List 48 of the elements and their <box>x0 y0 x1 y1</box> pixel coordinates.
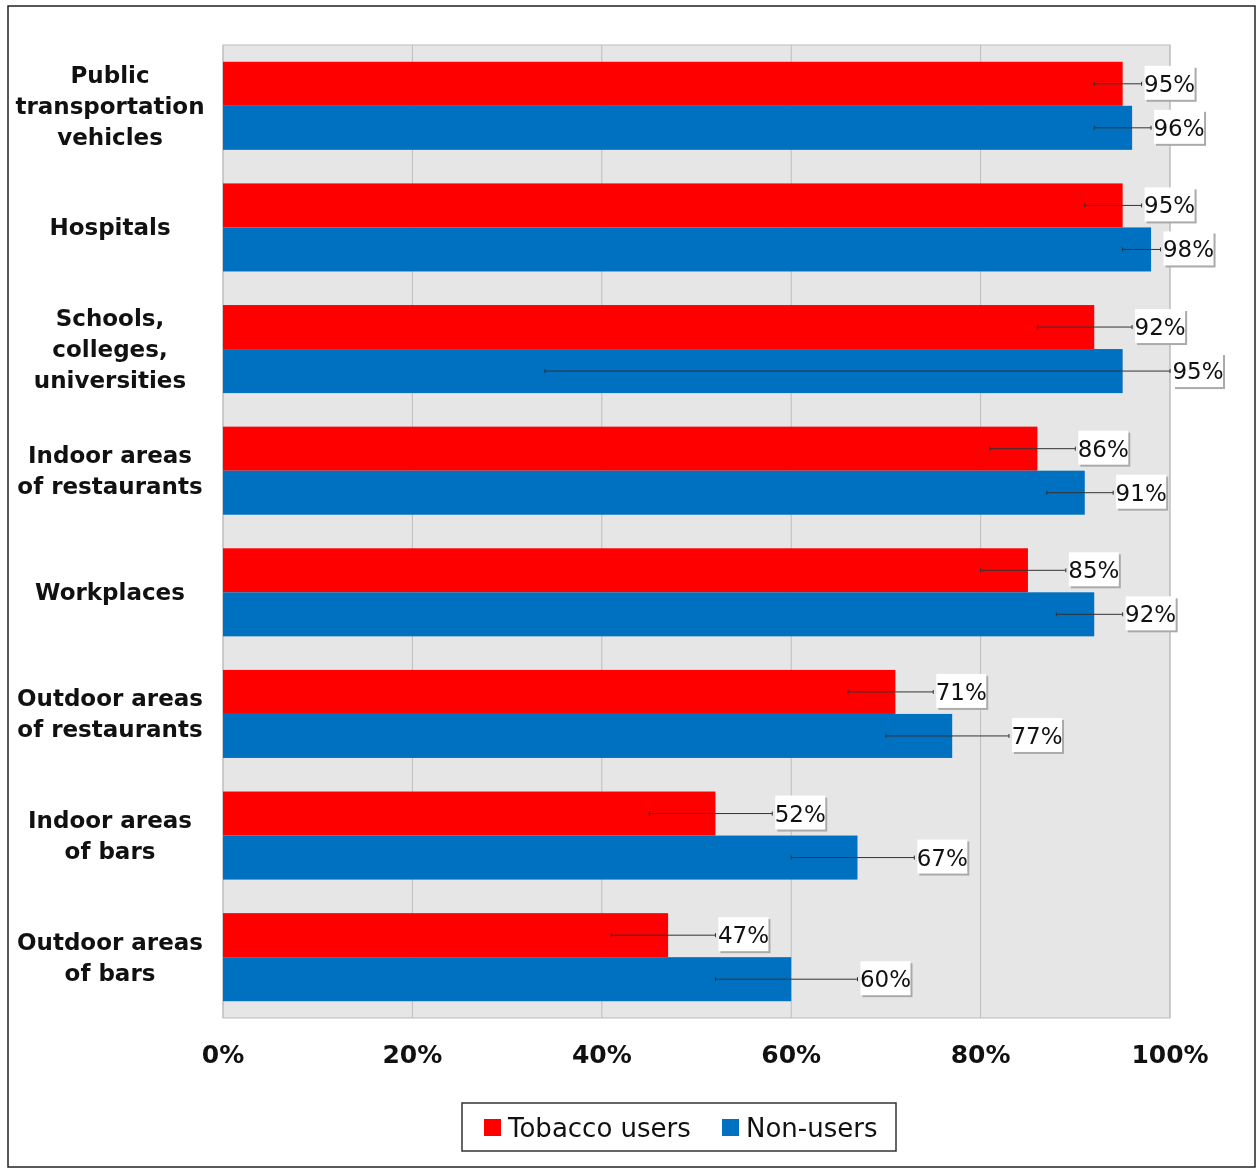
data-label: 71% <box>935 678 987 705</box>
bar <box>223 791 716 836</box>
bar <box>223 305 1095 350</box>
legend-label: Non-users <box>746 1113 878 1143</box>
bar <box>223 61 1123 106</box>
bar <box>223 183 1123 228</box>
bar <box>223 470 1085 515</box>
bar <box>223 548 1028 593</box>
data-label: 67% <box>916 844 968 871</box>
data-label: 95% <box>1144 192 1196 219</box>
data-label: 92% <box>1134 314 1186 341</box>
y-tick-label: Indoor areas of bars <box>27 807 193 865</box>
data-label: 52% <box>774 800 826 827</box>
bar <box>223 957 792 1002</box>
bar <box>223 835 858 880</box>
x-tick-label: 0% <box>201 1040 245 1069</box>
y-tick-label: Outdoor areas of restaurants <box>16 685 204 743</box>
data-label: 85% <box>1068 557 1120 584</box>
data-label: 91% <box>1115 479 1167 506</box>
data-label: 86% <box>1077 435 1129 462</box>
bar <box>223 592 1095 637</box>
bar <box>223 349 1123 394</box>
data-label: 60% <box>859 966 912 993</box>
y-tick-label: Outdoor areas of bars <box>16 928 204 986</box>
data-label: 98% <box>1162 236 1215 263</box>
x-tick-label: 100% <box>1131 1040 1209 1069</box>
x-tick-label: 20% <box>382 1040 443 1069</box>
legend-label: Tobacco users <box>507 1113 691 1143</box>
y-tick-label: Workplaces <box>35 579 185 606</box>
data-label: 77% <box>1011 722 1063 749</box>
data-label: 92% <box>1125 601 1177 628</box>
x-tick-label: 60% <box>761 1040 822 1069</box>
y-tick-label: Schools, colleges, universities <box>33 305 187 394</box>
data-label: 47% <box>717 922 769 949</box>
y-tick-label: Indoor areas of restaurants <box>17 442 203 500</box>
bar <box>223 227 1152 272</box>
x-tick-label: 40% <box>571 1040 632 1069</box>
bar <box>223 913 669 958</box>
bar <box>223 669 896 714</box>
bar <box>223 713 953 758</box>
y-tick-label: Hospitals <box>49 214 171 241</box>
bar <box>223 105 1133 150</box>
y-tick-label: Public transportation vehicles <box>15 61 205 150</box>
data-label: 95% <box>1172 358 1224 385</box>
x-tick-label: 80% <box>950 1040 1011 1069</box>
bar <box>223 426 1038 471</box>
data-label: 95% <box>1144 70 1196 97</box>
data-label: 96% <box>1153 114 1205 141</box>
